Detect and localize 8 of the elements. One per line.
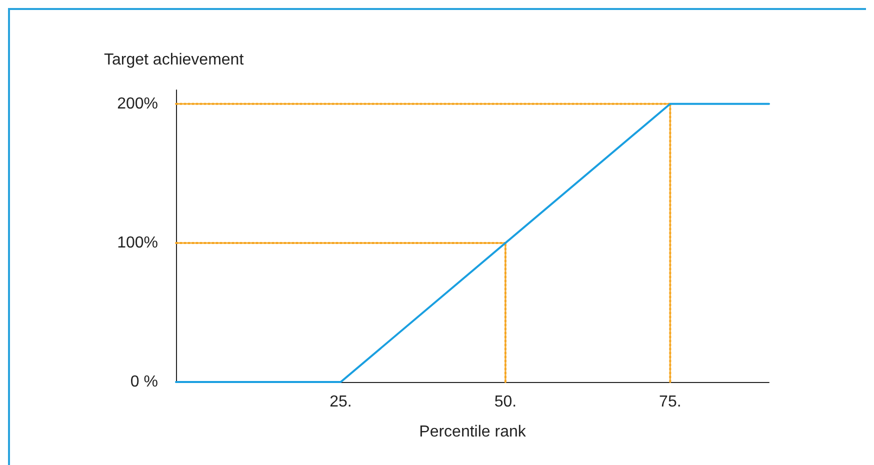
y-tick-label: 200% (117, 95, 158, 112)
y-tick-label: 100% (117, 234, 158, 252)
x-tick-label: 75. (659, 394, 682, 410)
x-axis-title: Percentile rank (419, 424, 527, 440)
y-axis-title: Target achievement (104, 52, 244, 68)
x-tick-label: 25. (330, 394, 352, 410)
y-tick-label: 0 % (130, 374, 158, 390)
x-tick-label: 50. (494, 394, 517, 410)
